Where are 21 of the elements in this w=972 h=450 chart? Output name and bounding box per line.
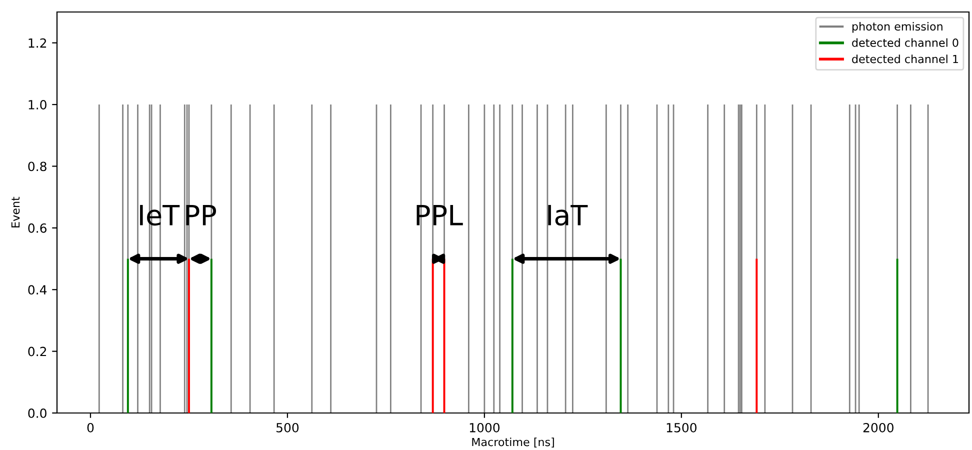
legend-label: photon emission [852, 22, 942, 33]
y-tick-label: 1.2 [28, 38, 46, 48]
annotation: PPL [416, 204, 463, 226]
y-axis-title: Event [11, 196, 20, 228]
annotation: IaT [548, 204, 588, 226]
y-tick-label: 1.0 [28, 100, 46, 110]
legend-label: detected channel 1 [852, 54, 958, 64]
x-tick-label: 1500 [666, 422, 696, 432]
x-tick-label: 2000 [863, 422, 894, 432]
x-tick-label: 500 [276, 422, 299, 432]
y-tick-label: 0.0 [28, 408, 46, 418]
x-tick-label: 0 [87, 422, 94, 432]
legend-label: detected channel 0 [852, 38, 958, 47]
y-tick-label: 0.2 [28, 346, 46, 356]
y-tick-label: 0.6 [28, 223, 46, 233]
y-tick-label: 0.4 [28, 285, 47, 295]
y-tick-label: 0.8 [28, 162, 46, 172]
annotation: PP [186, 204, 216, 226]
annotation: IeT [140, 204, 180, 226]
x-axis-title: Macrotime [ns] [472, 438, 554, 448]
x-tick-label: 1000 [470, 422, 500, 432]
